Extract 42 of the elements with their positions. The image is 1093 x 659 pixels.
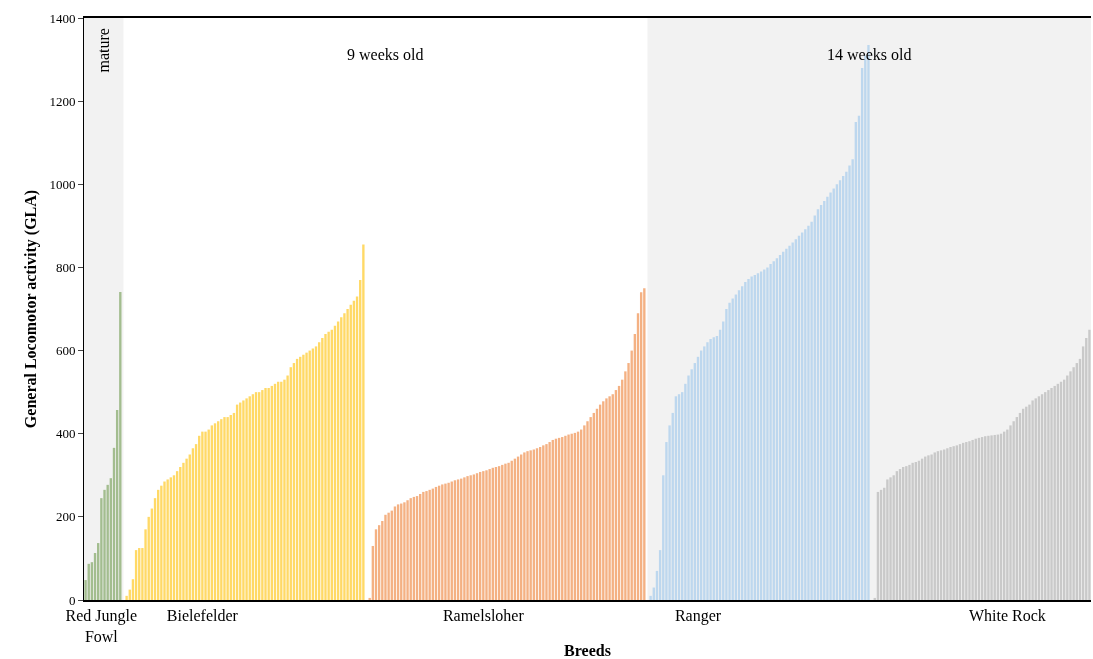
bar [201, 431, 204, 600]
x-tick-label: White Rock [968, 606, 1046, 624]
bar [163, 481, 166, 600]
y-axis-title: General Locomotor activity (GLA) [22, 189, 41, 429]
annotation: mature [95, 28, 112, 73]
bar [1088, 329, 1091, 600]
bar [185, 458, 188, 600]
bar [425, 491, 428, 600]
bar [744, 281, 747, 600]
bar [264, 387, 267, 600]
x-tick-label: Ranger [674, 606, 722, 625]
y-tick-label: 1200 [49, 93, 76, 109]
bar [589, 417, 592, 600]
annotation: 9 weeks old [347, 46, 424, 63]
bar [586, 421, 589, 600]
annotation: 14 weeks old [827, 46, 912, 63]
bar [321, 338, 324, 600]
bar [182, 462, 185, 600]
bar [346, 309, 349, 600]
bar [384, 514, 387, 600]
bar [643, 288, 646, 600]
bar [343, 313, 346, 600]
x-tick-label: Red Jungle Fowl [65, 606, 138, 645]
bar [583, 425, 586, 600]
bar [526, 451, 529, 600]
bar [485, 470, 488, 600]
y-tick-label: 800 [55, 259, 76, 275]
y-tick-label: 1400 [49, 10, 76, 26]
bar [362, 244, 365, 600]
y-tick-label: 600 [55, 343, 76, 359]
y-tick-label: 200 [55, 509, 76, 525]
bar [160, 485, 163, 600]
bar [103, 489, 106, 600]
x-tick-label: Bielefelder [166, 606, 239, 624]
x-axis-title: Breeds [564, 642, 611, 659]
y-tick-label: 0 [68, 592, 76, 608]
bar [223, 417, 226, 600]
x-tick-label: Ramelsloher [442, 606, 525, 624]
bar [804, 229, 807, 600]
y-tick-label: 1000 [49, 176, 76, 192]
bar [324, 333, 327, 600]
y-tick-label: 400 [55, 426, 76, 442]
